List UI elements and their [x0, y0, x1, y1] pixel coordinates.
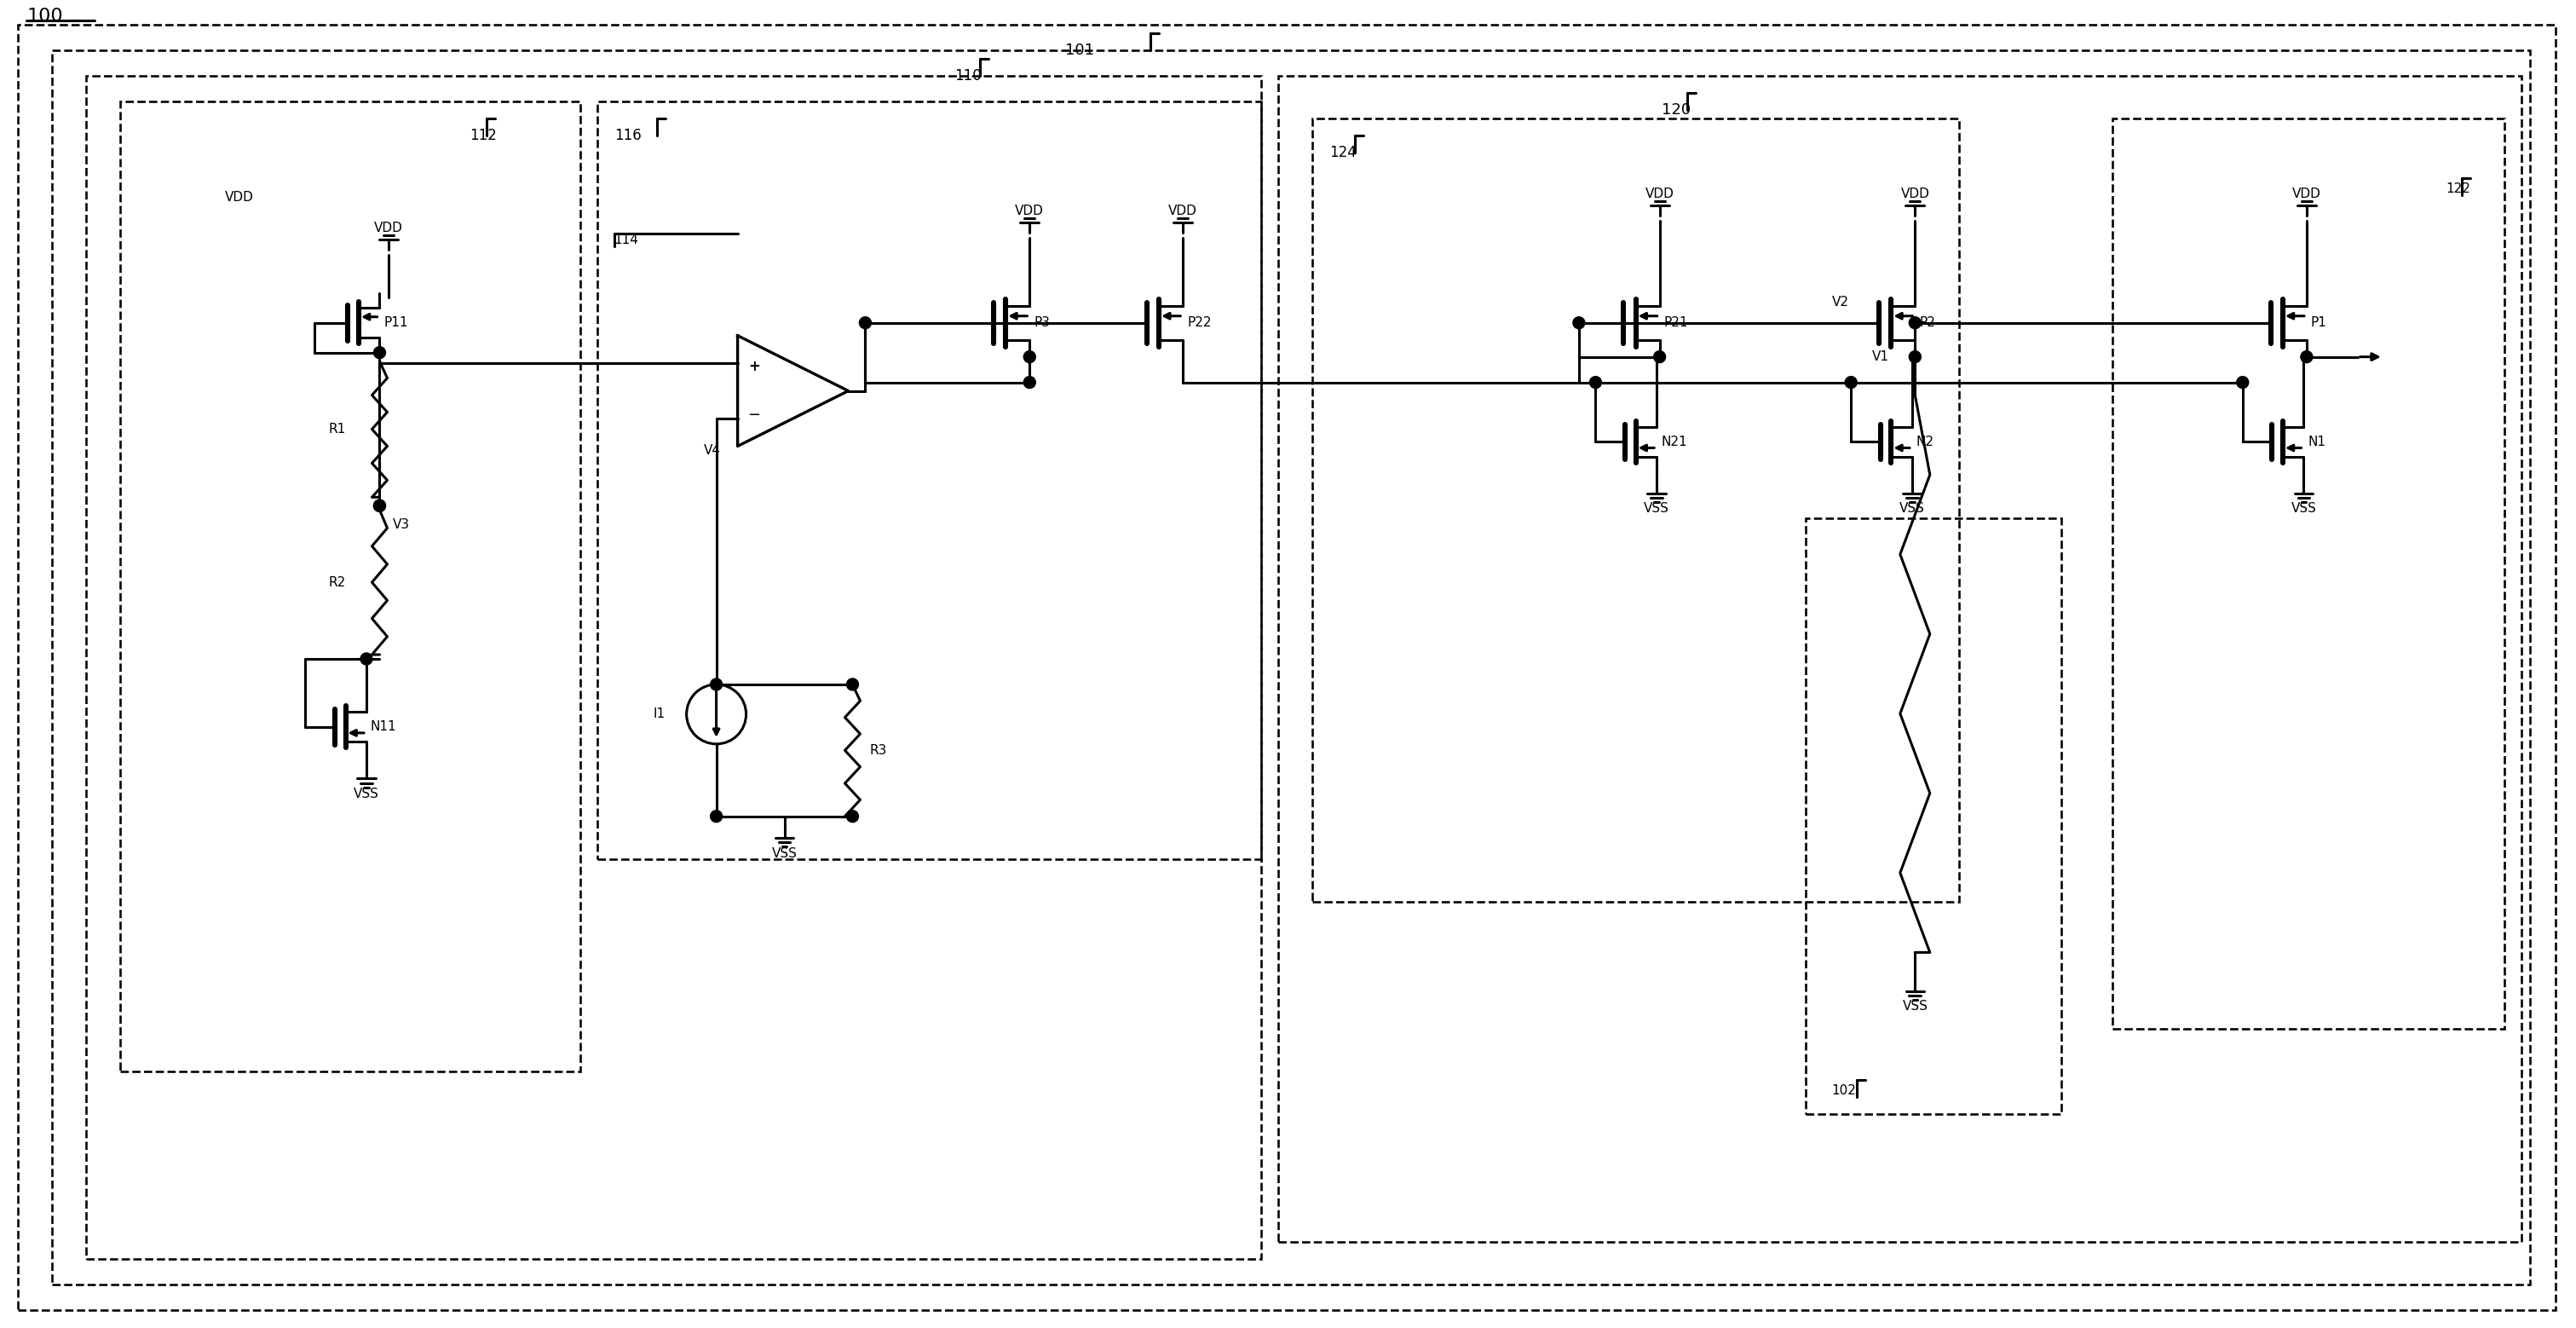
Circle shape — [1909, 351, 1922, 363]
Bar — [1311, 118, 1960, 902]
Text: V1: V1 — [1873, 351, 1888, 364]
Text: N21: N21 — [1662, 436, 1687, 449]
Text: 124: 124 — [1329, 145, 1358, 161]
Circle shape — [361, 653, 374, 665]
Circle shape — [374, 499, 386, 511]
Text: 114: 114 — [613, 234, 639, 246]
Circle shape — [374, 499, 386, 511]
Text: VSS: VSS — [1643, 502, 1669, 515]
Bar — [88, 76, 1262, 1259]
Text: 100: 100 — [26, 8, 62, 25]
Bar — [598, 101, 1262, 859]
Text: VDD: VDD — [1015, 205, 1043, 218]
Text: P22: P22 — [1188, 316, 1211, 329]
Text: VSS: VSS — [2290, 502, 2316, 515]
Circle shape — [2236, 376, 2249, 388]
Text: −: − — [747, 408, 760, 422]
Text: V4: V4 — [703, 444, 721, 457]
Text: +: + — [747, 359, 760, 374]
Circle shape — [1909, 317, 1922, 329]
Text: R2: R2 — [327, 576, 345, 588]
Text: VSS: VSS — [1901, 1000, 1927, 1013]
Text: I1: I1 — [654, 708, 665, 721]
Text: VSS: VSS — [353, 788, 379, 799]
Text: 116: 116 — [613, 127, 641, 143]
Text: VSS: VSS — [773, 847, 796, 859]
Circle shape — [1023, 376, 1036, 388]
Text: P2: P2 — [1919, 316, 1935, 329]
Bar — [1278, 76, 2522, 1242]
Text: 122: 122 — [2445, 182, 2470, 195]
Circle shape — [860, 317, 871, 329]
Text: N11: N11 — [371, 721, 397, 733]
Text: VDD: VDD — [1646, 189, 1674, 201]
Text: VDD: VDD — [224, 191, 255, 203]
Text: 110: 110 — [956, 68, 981, 84]
Text: 120: 120 — [1662, 102, 1690, 118]
Text: VDD: VDD — [1901, 189, 1929, 201]
Bar — [2112, 118, 2504, 1029]
Circle shape — [848, 679, 858, 691]
Text: VSS: VSS — [1899, 502, 1924, 515]
Circle shape — [1654, 351, 1667, 363]
Bar — [1806, 518, 2061, 1114]
Text: R1: R1 — [327, 422, 345, 436]
Text: V3: V3 — [392, 518, 410, 531]
Text: R3: R3 — [871, 744, 886, 757]
Circle shape — [848, 810, 858, 822]
Circle shape — [711, 679, 721, 691]
Circle shape — [374, 347, 386, 359]
Bar — [121, 101, 580, 1072]
Text: VDD: VDD — [2293, 189, 2321, 201]
Text: V2: V2 — [1832, 296, 1850, 309]
Text: N2: N2 — [1917, 436, 1935, 449]
Circle shape — [1844, 376, 1857, 388]
Text: 101: 101 — [1066, 42, 1095, 58]
Circle shape — [2300, 351, 2313, 363]
Text: VDD: VDD — [1170, 205, 1198, 218]
Circle shape — [711, 810, 721, 822]
Circle shape — [1023, 351, 1036, 363]
Text: N1: N1 — [2308, 436, 2326, 449]
Text: 112: 112 — [469, 127, 497, 143]
Text: P1: P1 — [2311, 316, 2326, 329]
Text: VDD: VDD — [374, 222, 402, 235]
Circle shape — [1574, 317, 1584, 329]
Circle shape — [1589, 376, 1602, 388]
Text: P21: P21 — [1664, 316, 1687, 329]
Text: P3: P3 — [1033, 316, 1051, 329]
Text: 102: 102 — [1832, 1084, 1857, 1097]
Text: P11: P11 — [384, 316, 407, 329]
